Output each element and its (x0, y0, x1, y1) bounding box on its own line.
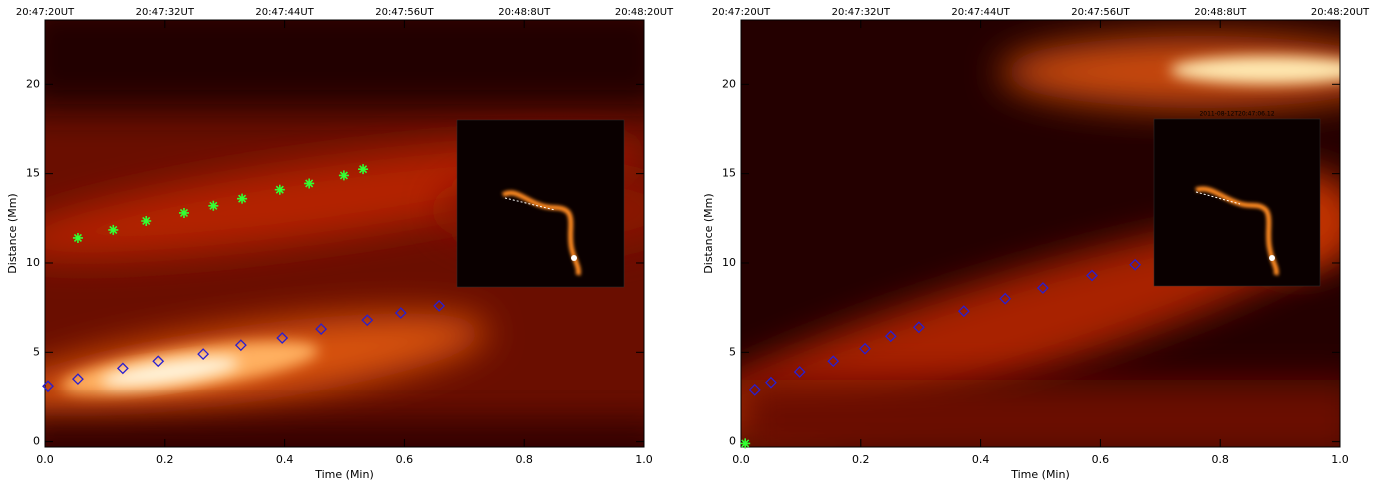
diamond-marker (315, 323, 328, 336)
x2-tick-label: 20:47:44UT (951, 7, 1010, 18)
x2-tick-label: 20:48:8UT (498, 7, 551, 18)
x-tick-label: 0.4 (972, 453, 990, 466)
asterisk-marker (72, 232, 83, 243)
x-axis-label: Time (Min) (314, 468, 374, 481)
diamond-marker (748, 383, 761, 396)
y-axis-label: Distance (Mm) (6, 193, 19, 273)
diamond-marker (884, 330, 897, 343)
x2-tick-label: 20:47:32UT (832, 7, 891, 18)
diamond-marker (197, 348, 210, 361)
diamond-marker (116, 362, 129, 375)
asterisk-marker (178, 207, 189, 218)
diamond-marker (1036, 282, 1049, 294)
x-tick-label: 0.6 (396, 453, 414, 466)
x2-tick-label: 20:47:56UT (375, 7, 434, 18)
x-tick-label: 0.8 (1211, 453, 1229, 466)
y-tick-label: 5 (33, 345, 40, 358)
diamond-marker (912, 321, 925, 334)
x2-tick-label: 20:48:20UT (1311, 7, 1370, 18)
asterisk-marker (108, 224, 119, 235)
x-tick-label: 0.6 (1092, 453, 1110, 466)
x-tick-label: 0.2 (156, 453, 174, 466)
y-tick-label: 20 (26, 77, 40, 90)
panel: 0.0 0.2 0.4 0.6 0.8 1.0 20:47:20UT 20:47:32UT 20… (702, 7, 1370, 481)
y-tick-label: 0 (33, 435, 40, 448)
y-axis-label: Distance (Mm) (702, 193, 715, 273)
diamond-marker (433, 299, 446, 312)
x2-tick-label: 20:47:44UT (255, 7, 314, 18)
x-tick-label: 1.0 (1331, 453, 1349, 466)
diamond-marker (957, 305, 970, 318)
y-tick-label: 15 (26, 167, 40, 180)
diamond-marker (42, 380, 54, 393)
diamond-marker (859, 342, 871, 355)
plot-frame (740, 19, 1341, 448)
x-tick-label: 0.4 (276, 453, 294, 466)
diamond-marker (361, 314, 374, 327)
x-tick-label: 0.8 (515, 453, 533, 466)
diamond-marker (72, 373, 84, 386)
y-tick-label: 10 (26, 256, 40, 269)
inset-title: 2011-08-12T20:47:06.12 (1199, 111, 1274, 118)
asterisk-marker (274, 184, 285, 195)
y-tick-label: 20 (722, 77, 736, 90)
diamond-marker (1086, 269, 1098, 282)
plot-frame (44, 19, 645, 448)
x2-tick-label: 20:47:56UT (1071, 7, 1130, 18)
y-tick-label: 0 (729, 435, 736, 448)
x-tick-label: 0.0 (732, 453, 750, 466)
asterisk-marker (208, 200, 219, 211)
asterisk-marker (338, 170, 349, 181)
diamond-marker (276, 332, 289, 344)
asterisk-marker (237, 193, 248, 204)
diamond-marker (999, 292, 1012, 305)
inset-image: 2011-08-12T20:47:06.12 (1153, 111, 1321, 287)
asterisk-marker (740, 438, 751, 449)
x2-tick-label: 20:48:8UT (1194, 7, 1247, 18)
diamond-marker (234, 339, 247, 352)
asterisk-marker (141, 215, 152, 226)
diamond-marker (827, 355, 840, 368)
inset-image (456, 119, 625, 288)
panel: 0.0 0.2 0.4 0.6 0.8 1.0 20:47:20UT 20:47:32UT 20… (6, 7, 674, 481)
x2-tick-label: 20:48:20UT (615, 7, 674, 18)
y-tick-label: 15 (722, 167, 736, 180)
diamond-marker (1129, 258, 1142, 271)
x2-tick-label: 20:47:20UT (712, 7, 771, 18)
x-axis-label: Time (Min) (1010, 468, 1070, 481)
x-tick-label: 0.0 (36, 453, 54, 466)
diamond-marker (793, 366, 806, 378)
diamond-marker (152, 355, 165, 368)
y-tick-label: 10 (722, 256, 736, 269)
asterisk-marker (304, 178, 315, 189)
x-tick-label: 0.2 (852, 453, 870, 466)
y-tick-label: 5 (729, 345, 736, 358)
diamond-marker (765, 376, 777, 389)
asterisk-marker (358, 164, 369, 175)
diamond-marker (394, 307, 407, 319)
x-tick-label: 1.0 (635, 453, 653, 466)
x2-tick-label: 20:47:32UT (136, 7, 195, 18)
x2-tick-label: 20:47:20UT (16, 7, 75, 18)
